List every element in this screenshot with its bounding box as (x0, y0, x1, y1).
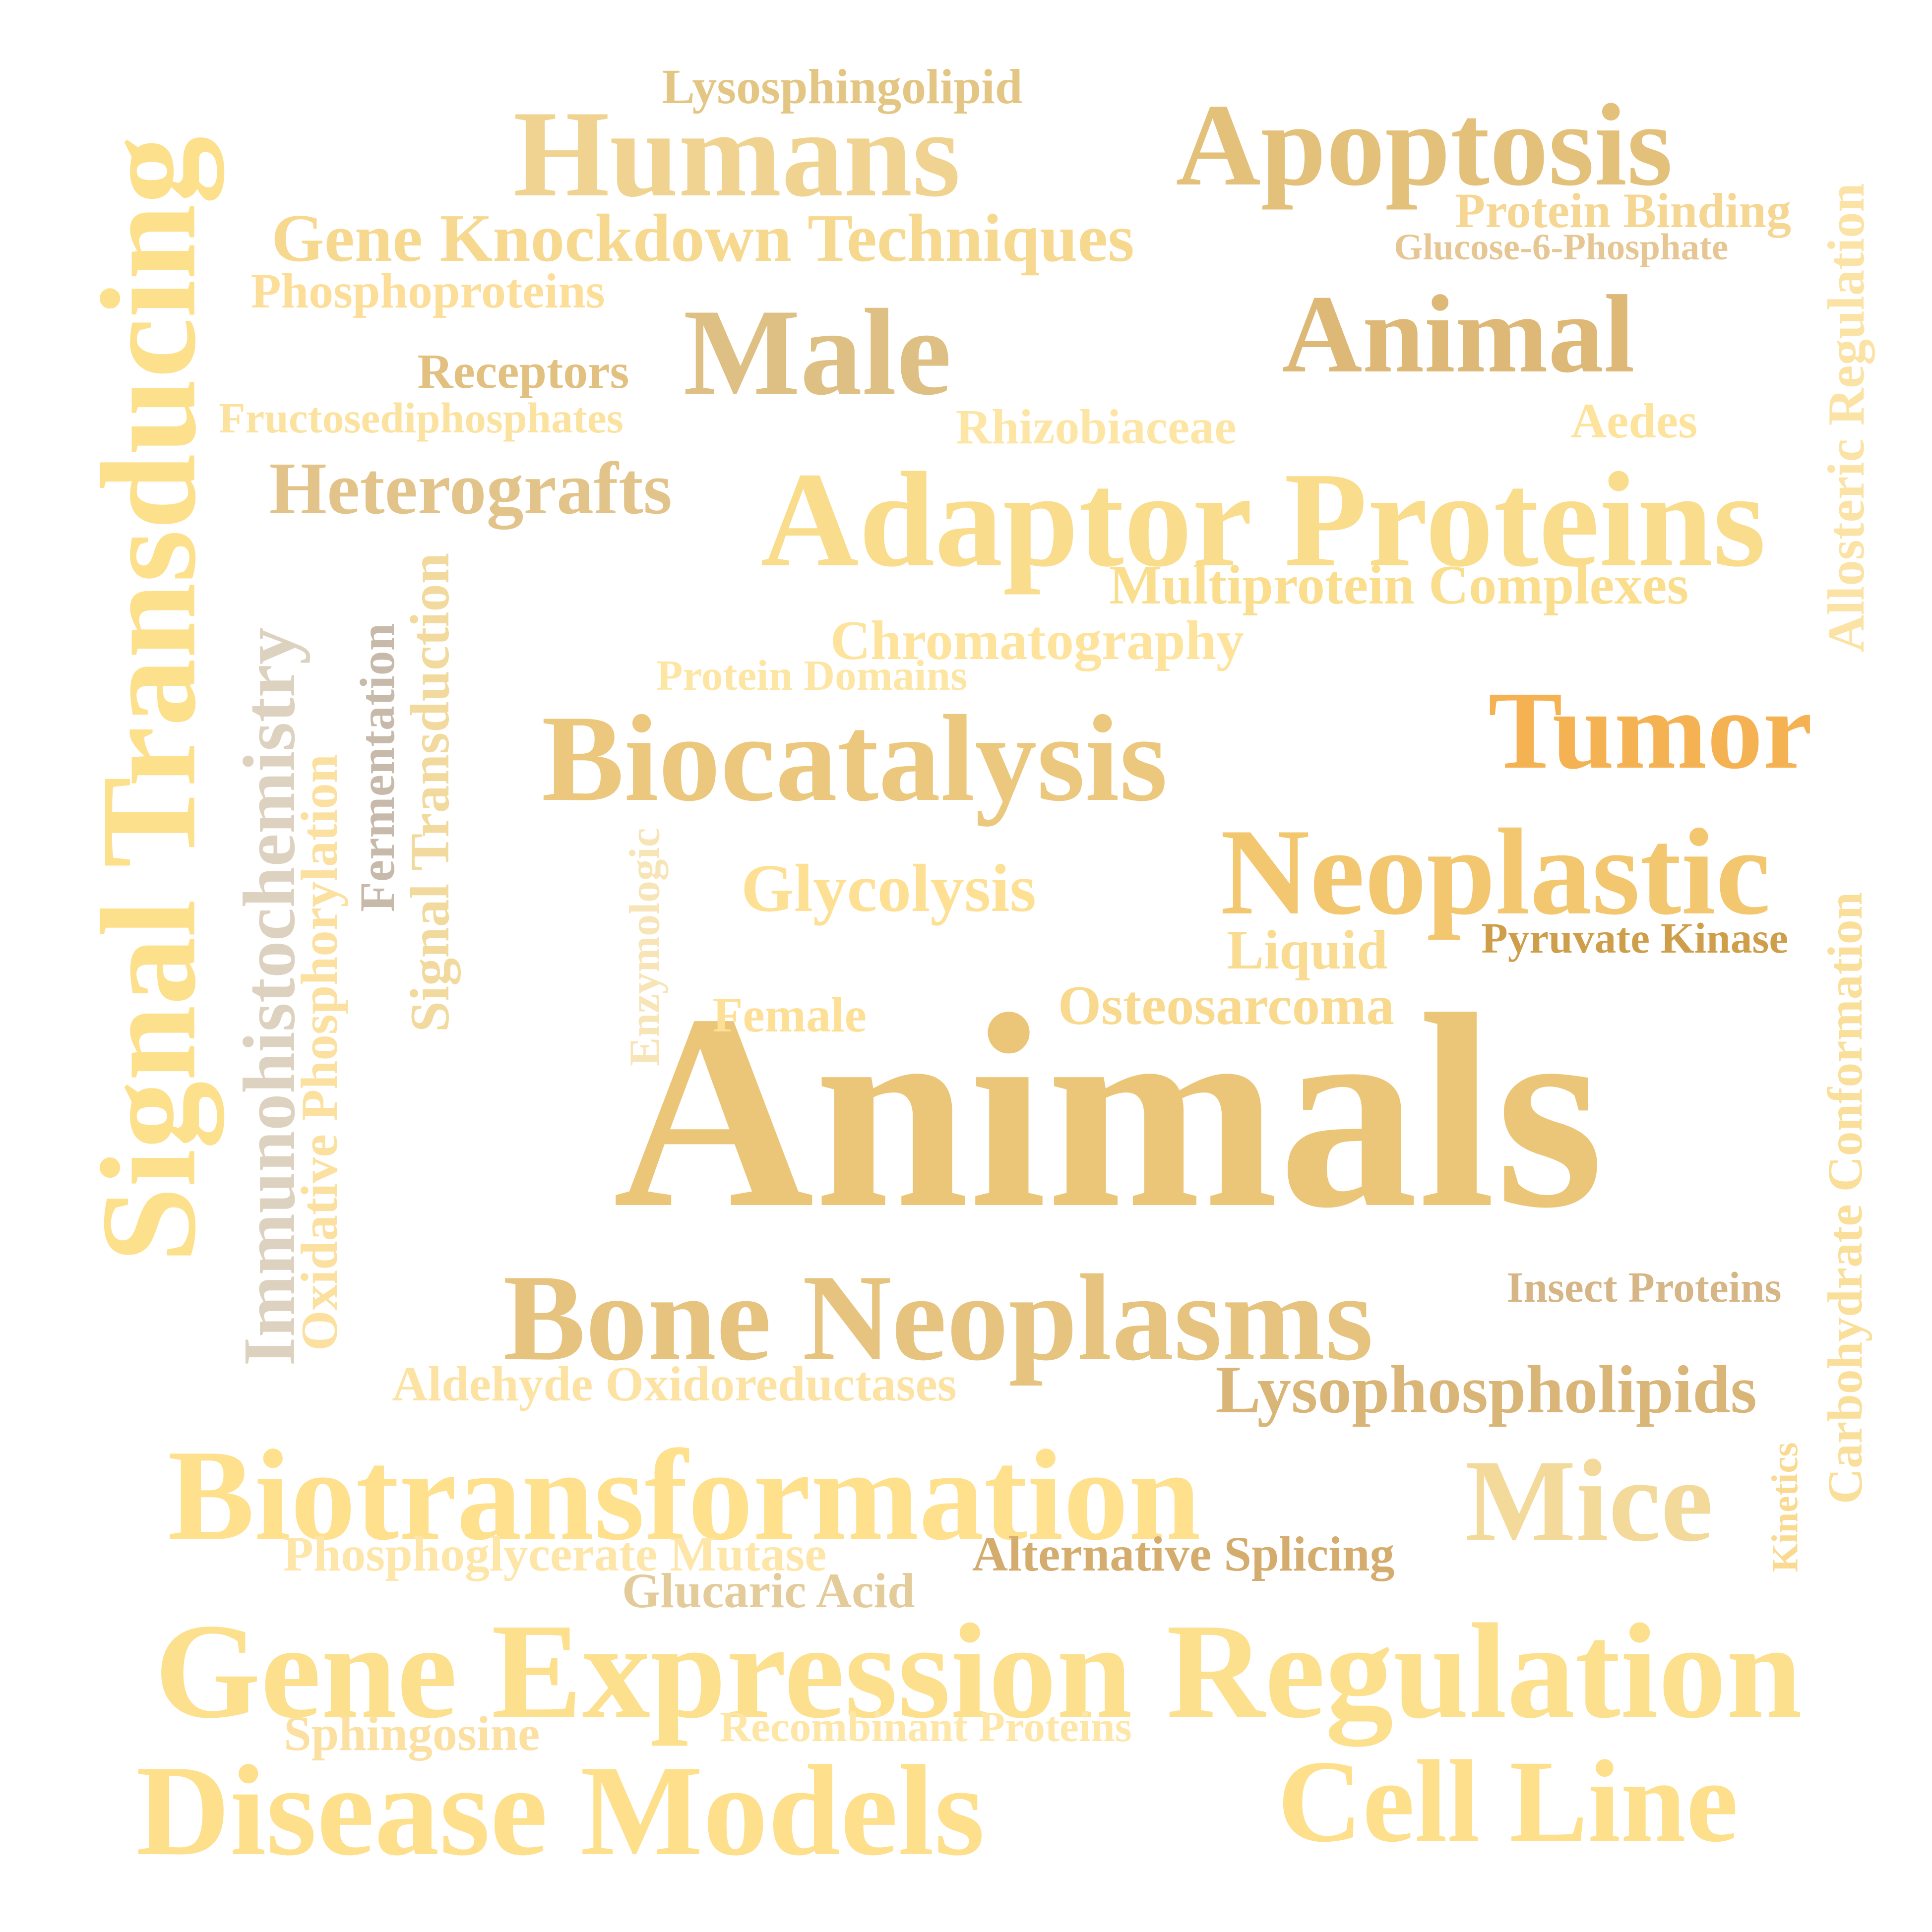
word-fermentation: Fermentation (350, 623, 405, 912)
word-gene-knockdown-techniques: Gene Knockdown Techniques (271, 200, 1134, 276)
word-heterografts: Heterografts (269, 448, 672, 530)
word-aldehyde-oxidoreductases: Aldehyde Oxidoreductases (392, 1356, 957, 1412)
word-female: Female (712, 987, 867, 1043)
word-kinetics: Kinetics (1764, 1442, 1806, 1572)
word-protein-domains: Protein Domains (656, 651, 968, 700)
word-phosphoglycerate-mutase: Phosphoglycerate Mutase (283, 1526, 827, 1581)
word-aedes: Aedes (1570, 393, 1698, 448)
word-recombinant-proteins: Recombinant Proteins (719, 1702, 1132, 1751)
word-signal-transducing: Signal Transducing (73, 136, 224, 1263)
word-apoptosis: Apoptosis (1176, 80, 1673, 210)
word-tumor: Tumor (1488, 668, 1812, 792)
word-disease-models: Disease Models (136, 1738, 985, 1883)
word-enzymologic: Enzymologic (620, 828, 669, 1067)
word-phosphoproteins: Phosphoproteins (250, 263, 605, 318)
word-protein-binding: Protein Binding (1455, 182, 1791, 238)
word-lysophospholipids: Lysophospholipids (1215, 1351, 1757, 1427)
word-male: Male (683, 284, 952, 421)
word-biocatalysis: Biocatalysis (541, 690, 1168, 827)
word-insect-proteins: Insect Proteins (1506, 1263, 1782, 1311)
word-neoplastic: Neoplastic (1220, 804, 1771, 941)
word-animals: Animals (613, 956, 1604, 1266)
word-alternative-splicing: Alternative Splicing (972, 1526, 1395, 1581)
word-rhizobiaceae: Rhizobiaceae (955, 399, 1237, 455)
word-lysosphingolipid: Lysosphingolipid (662, 59, 1023, 114)
word-signal-transduction: Signal Transduction (399, 552, 461, 1032)
word-glucaric-acid: Glucaric Acid (622, 1563, 915, 1619)
word-osteosarcoma: Osteosarcoma (1058, 975, 1394, 1037)
word-glucose-6-phosphate: Glucose-6-Phosphate (1394, 226, 1729, 268)
word-gene-expression-regulation: Gene Expression Regulation (154, 1596, 1803, 1747)
word-mice: Mice (1465, 1436, 1713, 1566)
word-cell-line: Cell Line (1277, 1737, 1739, 1867)
word-carbohydrate-conformation: Carbohydrate Conformation (1817, 892, 1873, 1504)
word-liquid: Liquid (1226, 919, 1388, 981)
word-oxidative-phosphorylation: Oxidative Phosphorylation (290, 754, 348, 1351)
word-receptors: Receptors (417, 344, 629, 399)
word-bone-neoplasms: Bone Neoplasms (502, 1250, 1373, 1387)
word-humans: Humans (513, 86, 961, 223)
word-pyruvate-kinase: Pyruvate Kinase (1481, 913, 1789, 962)
word-chromatography: Chromatography (830, 609, 1245, 671)
word-multiprotein-complexes: Multiprotein Complexes (1109, 554, 1689, 616)
word-fructosediphosphates: Fructosediphosphates (219, 393, 623, 442)
word-allosteric-regulation: Allosteric Regulation (1817, 183, 1875, 653)
word-biotransformation: Biotransformation (168, 1422, 1201, 1567)
word-sphingosine: Sphingosine (284, 1705, 540, 1761)
word-glycolysis: Glycolysis (741, 850, 1036, 926)
word-adaptor-proteins: Adaptor Proteins (760, 444, 1766, 596)
word-animal: Animal (1282, 272, 1635, 396)
